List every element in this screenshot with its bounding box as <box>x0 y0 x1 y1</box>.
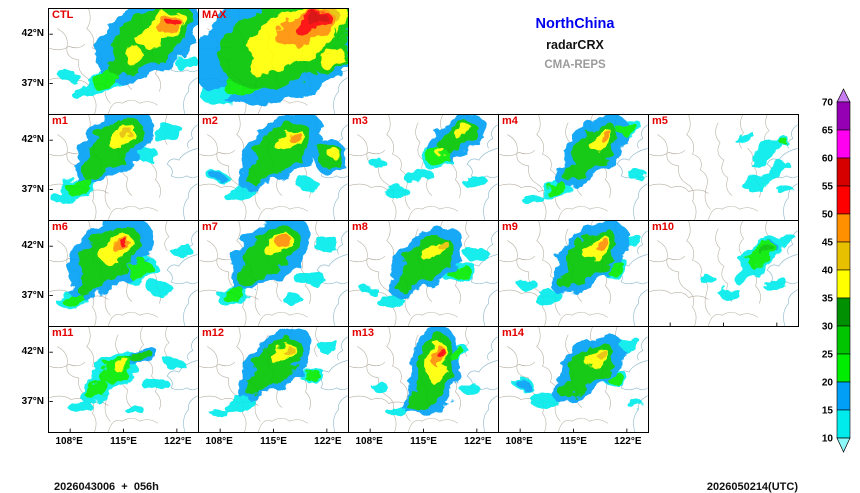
x-tick-label: 122°E <box>614 436 642 447</box>
panel-m3: m3 <box>348 114 499 221</box>
panel-MAX: MAX <box>198 8 349 115</box>
colorbar-tick-label: 50 <box>822 210 834 221</box>
x-tick-label: 115°E <box>410 436 437 447</box>
panel-label-m9: m9 <box>502 221 518 233</box>
x-tick-label: 108°E <box>505 436 533 447</box>
panel-label-m13: m13 <box>352 327 375 339</box>
product-title: radarCRX <box>546 38 604 52</box>
colorbar-tick-label: 20 <box>822 378 834 389</box>
panel-label-m3: m3 <box>352 115 368 127</box>
x-tick-label: 122°E <box>164 436 192 447</box>
panel-label-m2: m2 <box>202 115 218 127</box>
colorbar-tick-label: 35 <box>822 294 834 305</box>
region-title: NorthChina <box>535 16 615 32</box>
x-tick-label: 122°E <box>464 436 492 447</box>
panel-m4: m4 <box>498 114 649 221</box>
panel-m7: m7 <box>198 220 349 327</box>
panel-label-m8: m8 <box>352 221 368 233</box>
y-tick-label: 42°N <box>21 133 44 145</box>
panel-label-m1: m1 <box>52 115 68 127</box>
colorbar-tick-label: 55 <box>822 182 834 193</box>
system-title: CMA-REPS <box>544 59 606 71</box>
init-time-text: 2026043006 + 056h 2026043014 + 056h <box>54 450 159 493</box>
y-tick-label: 42°N <box>21 27 44 39</box>
panel-m1: m1 <box>48 114 199 221</box>
panel-label-MAX: MAX <box>202 9 227 21</box>
panel-label-m10: m10 <box>652 221 675 233</box>
panel-label-CTL: CTL <box>52 9 74 21</box>
x-tick-label: 108°E <box>355 436 383 447</box>
y-tick-label: 42°N <box>21 239 44 251</box>
y-tick-label: 37°N <box>21 395 44 407</box>
panel-m9: m9 <box>498 220 649 327</box>
colorbar-tick-label: 65 <box>822 126 834 137</box>
x-tick-label: 108°E <box>205 436 233 447</box>
panel-label-m7: m7 <box>202 221 218 233</box>
colorbar-tick-label: 70 <box>822 98 834 109</box>
colorbar: 70 65 60 55 50 45 40 35 30 25 20 15 10 <box>812 88 858 454</box>
panel-m14: m14 <box>498 326 649 433</box>
panel-m12: m12 <box>198 326 349 433</box>
x-tick-label: 122°E <box>314 436 342 447</box>
panel-m8: m8 <box>348 220 499 327</box>
y-tick-label: 42°N <box>21 345 44 357</box>
valid-time-text: 2026050214(UTC) 2026050222(CST) <box>707 450 798 493</box>
y-tick-label: 37°N <box>21 289 44 301</box>
panel-m11: m11 <box>48 326 199 433</box>
panel-m2: m2 <box>198 114 349 221</box>
x-tick-label: 108°E <box>55 436 83 447</box>
panel-label-m4: m4 <box>502 115 518 127</box>
x-tick-label: 115°E <box>110 436 137 447</box>
panel-m6: m6 <box>48 220 199 327</box>
colorbar-tick-label: 10 <box>822 434 834 445</box>
colorbar-tick-label: 15 <box>822 406 834 417</box>
panel-label-m11: m11 <box>52 327 74 339</box>
y-tick-label: 37°N <box>21 77 44 89</box>
panel-m5: m5 <box>648 114 799 221</box>
colorbar-tick-label: 45 <box>822 238 834 249</box>
x-tick-label: 115°E <box>560 436 587 447</box>
title-block: NorthChina radarCRX CMA-REPS <box>460 16 690 71</box>
colorbar-tick-label: 25 <box>822 350 834 361</box>
colorbar-tick-label: 30 <box>822 322 834 333</box>
panel-CTL: CTL <box>48 8 199 115</box>
valid-time-utc: 2026050214(UTC) <box>706 481 798 493</box>
panel-label-m6: m6 <box>52 221 68 233</box>
colorbar-tick-label: 60 <box>822 154 834 165</box>
panel-m13: m13 <box>348 326 499 433</box>
y-tick-label: 37°N <box>21 183 44 195</box>
panel-label-m14: m14 <box>502 327 525 339</box>
panel-m10: m10 <box>648 220 799 327</box>
init-time-line1: 2026043006 + 056h <box>54 481 159 493</box>
x-tick-label: 115°E <box>260 436 287 447</box>
panel-label-m5: m5 <box>652 115 668 127</box>
panel-label-m12: m12 <box>202 327 225 339</box>
colorbar-tick-label: 40 <box>822 266 834 277</box>
